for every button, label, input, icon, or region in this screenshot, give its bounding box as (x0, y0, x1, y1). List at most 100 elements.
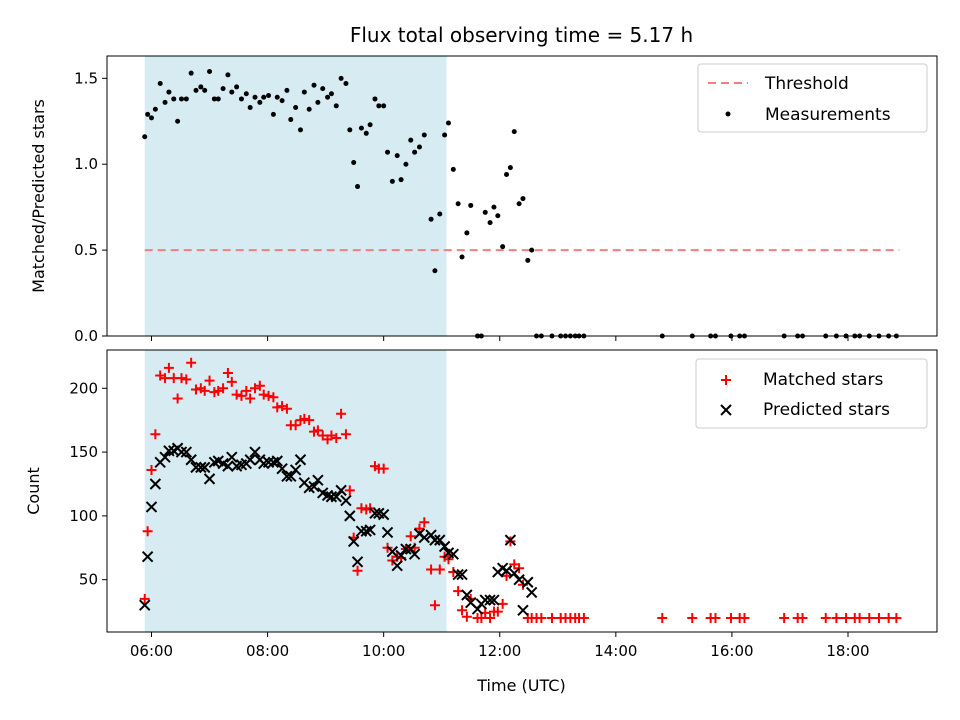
predicted-star-point (249, 446, 261, 458)
matched-star-point (429, 600, 440, 611)
legend-measurements-swatch (725, 111, 731, 117)
top-panel-y-ticks: 0.0 0.5 1.0 1.5 (74, 69, 107, 345)
matched-star-point (245, 393, 256, 404)
predicted-star-point (418, 531, 431, 544)
matched-star-point (176, 373, 187, 384)
measurement-point (325, 94, 331, 100)
bottom-panel-y-axis-label: Count (24, 467, 43, 515)
measurement-point (178, 96, 184, 102)
measurement-point (464, 230, 470, 236)
matched-star-point (687, 612, 698, 623)
measurement-point (288, 117, 294, 123)
measurement-point (338, 75, 344, 81)
measurement-point (351, 160, 357, 166)
measurement-point (385, 149, 391, 155)
x-tick-label: 18:00 (826, 642, 869, 660)
x-tick-label: 06:00 (130, 642, 173, 660)
matched-star-point (820, 612, 831, 623)
matched-star-point (476, 612, 487, 623)
bottom-panel-legend-box (695, 358, 928, 429)
predicted-star-point (271, 455, 283, 467)
matched-star-point (190, 384, 201, 395)
top-panel-legend: Threshold Measurements (697, 63, 928, 133)
predicted-stars-points (139, 442, 538, 617)
matched-star-point (163, 362, 174, 373)
matched-star-point (426, 564, 437, 575)
measurements-points (142, 68, 899, 339)
predicted-star-point (289, 464, 302, 476)
matched-star-point (331, 433, 342, 444)
bottom-panel-y-ticks: 50 100 150 200 (69, 379, 107, 589)
measurement-point (171, 96, 177, 102)
predicted-star-point (139, 599, 151, 611)
top-panel-legend-box (697, 63, 928, 133)
measurement-point (270, 111, 276, 117)
y-tick-label: 0.5 (74, 241, 98, 259)
measurement-point (198, 84, 204, 90)
matched-star-point (268, 392, 279, 403)
matched-star-point (725, 612, 736, 623)
predicted-star-point (522, 576, 534, 588)
predicted-star-point (308, 480, 320, 493)
measurement-point (211, 96, 217, 102)
measurement-point (450, 166, 456, 172)
measurement-point (297, 127, 303, 133)
predicted-star-point (340, 494, 352, 507)
matched-star-point (356, 503, 367, 514)
measurement-point (376, 103, 382, 109)
matched-star-point (657, 612, 668, 623)
measurement-point (507, 165, 513, 171)
predicted-star-point (312, 474, 324, 486)
matched-star-point (146, 464, 157, 475)
measurement-point (487, 220, 493, 226)
matched-star-point (312, 425, 323, 436)
measurement-point (152, 106, 158, 112)
matched-star-point (263, 390, 274, 401)
measurement-point (311, 82, 317, 88)
y-tick-label: 1.5 (74, 69, 98, 87)
measurement-point (293, 105, 299, 111)
measurement-point (320, 86, 326, 92)
legend-predicted-stars-label: Predicted stars (763, 400, 890, 420)
predicted-star-point (400, 543, 412, 555)
measurement-point (162, 99, 168, 105)
measurement-point (261, 94, 267, 100)
y-tick-label: 0.0 (74, 327, 98, 345)
predicted-star-point (145, 501, 158, 513)
matched-star-point (281, 403, 292, 414)
measurement-point (247, 105, 253, 111)
top-panel: 0.0 0.5 1.0 1.5 Matched/Predicted stars Thr… (29, 55, 938, 345)
predicted-star-point (163, 445, 175, 457)
matched-star-point (457, 605, 468, 616)
measurement-point (394, 153, 400, 159)
predicted-star-point (244, 454, 256, 466)
measurement-point (491, 204, 497, 210)
matched-star-point (241, 385, 252, 396)
matched-star-point (779, 612, 790, 623)
matched-star-point (864, 612, 875, 623)
x-tick-label: 10:00 (362, 642, 405, 660)
measurement-point (363, 130, 369, 136)
measurement-point (225, 72, 231, 78)
matched-star-point (497, 598, 508, 609)
matched-star-point (336, 408, 347, 419)
measurement-point (220, 86, 226, 92)
matched-star-point (578, 612, 589, 623)
measurement-point (525, 257, 531, 263)
measurement-point (347, 127, 353, 133)
y-tick-label: 100 (69, 507, 98, 525)
predicted-star-point (484, 594, 496, 606)
predicted-star-point (513, 573, 525, 586)
predicted-star-point (395, 549, 407, 562)
matched-star-point (299, 413, 310, 424)
top-panel-shaded-interval (144, 56, 447, 336)
matched-star-point (831, 612, 842, 623)
predicted-star-point (198, 461, 211, 474)
measurement-point (367, 122, 373, 128)
y-tick-label: 200 (69, 379, 98, 397)
predicted-star-point (347, 535, 360, 548)
legend-matched-stars-label: Matched stars (763, 370, 883, 390)
measurement-point (504, 172, 510, 178)
bottom-panel-shaded-interval (144, 350, 447, 632)
matched-star-point (485, 612, 496, 623)
